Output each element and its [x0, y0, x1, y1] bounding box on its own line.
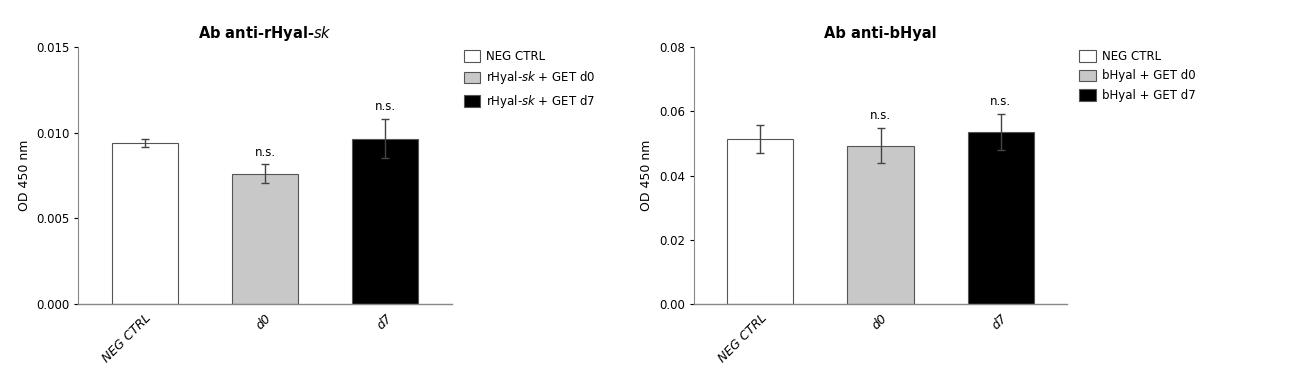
Bar [111, 143, 178, 304]
Text: n.s.: n.s. [870, 109, 891, 122]
Legend: NEG CTRL, bHyal + GET d0, bHyal + GET d7: NEG CTRL, bHyal + GET d0, bHyal + GET d7 [1076, 48, 1198, 104]
Bar [232, 174, 298, 304]
Title: Ab anti-rHyal-$sk$: Ab anti-rHyal-$sk$ [198, 25, 332, 43]
Y-axis label: OD 450 nm: OD 450 nm [641, 140, 654, 211]
Legend: NEG CTRL, rHyal-$sk$ + GET d0, rHyal-$sk$ + GET d7: NEG CTRL, rHyal-$sk$ + GET d0, rHyal-$sk… [462, 48, 598, 112]
Bar [968, 132, 1035, 304]
Text: n.s.: n.s. [255, 146, 276, 159]
Bar [352, 138, 419, 304]
Text: n.s.: n.s. [375, 100, 396, 113]
Title: Ab anti-bHyal: Ab anti-bHyal [824, 27, 937, 41]
Bar [848, 145, 914, 304]
Y-axis label: OD 450 nm: OD 450 nm [17, 140, 30, 211]
Bar [727, 139, 794, 304]
Text: n.s.: n.s. [990, 95, 1011, 108]
